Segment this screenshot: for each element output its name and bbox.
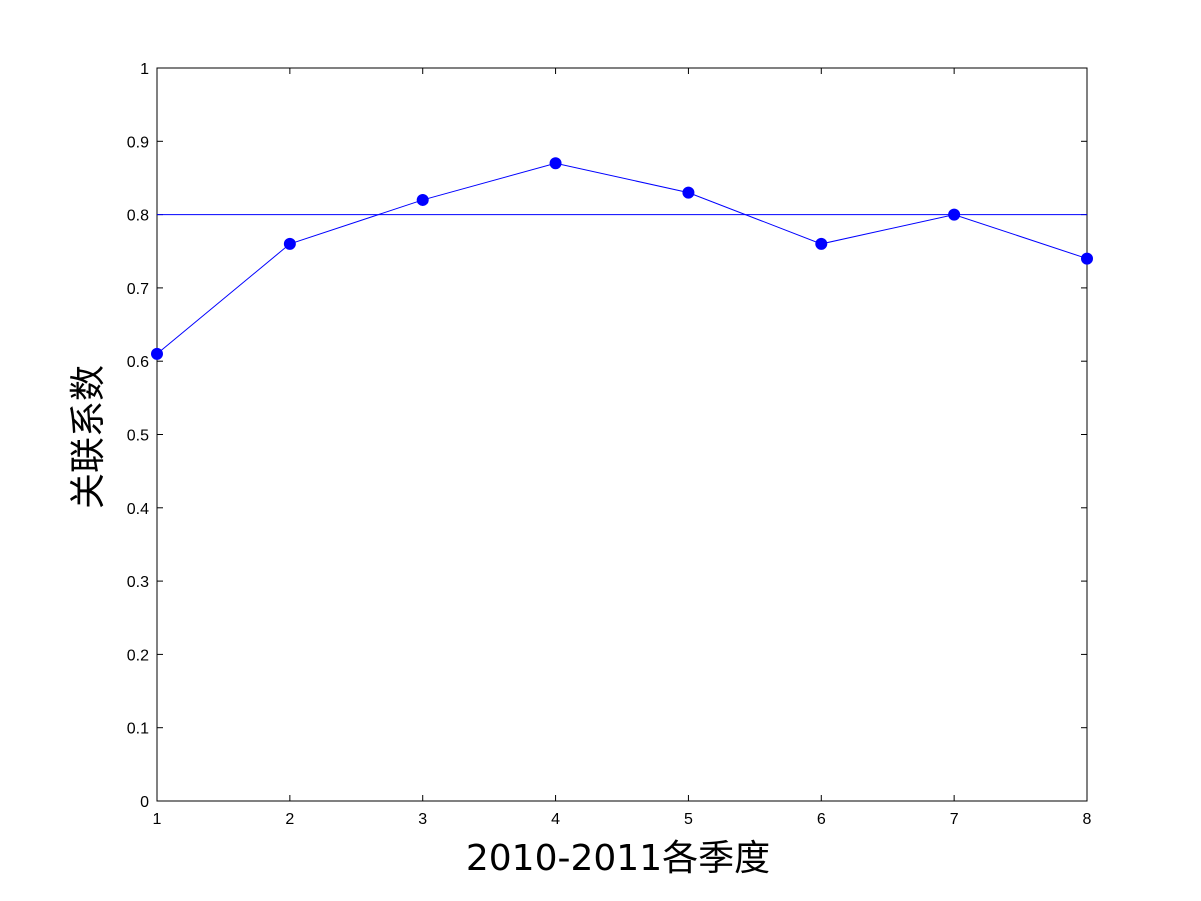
y-axis-title: 关联系数: [68, 365, 109, 509]
data-point: [815, 237, 828, 250]
y-tick-label: 0.4: [127, 501, 149, 518]
y-tick-label: 0.3: [127, 574, 149, 591]
y-tick-label: 1: [140, 61, 149, 78]
data-point: [283, 237, 296, 250]
y-tick-label: 0.9: [127, 134, 149, 151]
y-tick-label: 0.6: [127, 354, 149, 371]
y-tick-label: 0.1: [127, 721, 149, 738]
tick-labels-layer: 1 2 3 4 5 6 7 8 0 0.1 0.2 0.3 0.4 0.5 0.6 0.7 0.8 0.9 1: [127, 61, 1092, 828]
data-point: [682, 186, 695, 199]
y-tick-label: 0.7: [127, 281, 149, 298]
y-tick-label: 0.5: [127, 428, 149, 445]
plot-area: [156, 67, 1088, 802]
y-tick-label: 0: [140, 794, 149, 811]
x-tick-label: 6: [817, 811, 826, 828]
x-tick-label: 2: [285, 811, 294, 828]
series-layer: [151, 157, 1093, 360]
x-tick-label: 4: [551, 811, 560, 828]
data-point: [948, 208, 961, 221]
x-tick-label: 5: [684, 811, 693, 828]
series-line: [156, 162, 1088, 355]
data-point: [416, 193, 429, 206]
x-tick-label: 3: [418, 811, 427, 828]
y-tick-label: 0.2: [127, 647, 149, 664]
x-tick-label: 1: [153, 811, 162, 828]
x-tick-label: 7: [950, 811, 959, 828]
data-point: [1081, 252, 1093, 265]
x-tick-label: 8: [1083, 811, 1092, 828]
x-axis-title: 2010-2011各季度: [466, 838, 770, 879]
data-point: [151, 347, 163, 360]
data-point: [549, 157, 562, 170]
y-tick-label: 0.8: [127, 208, 149, 225]
